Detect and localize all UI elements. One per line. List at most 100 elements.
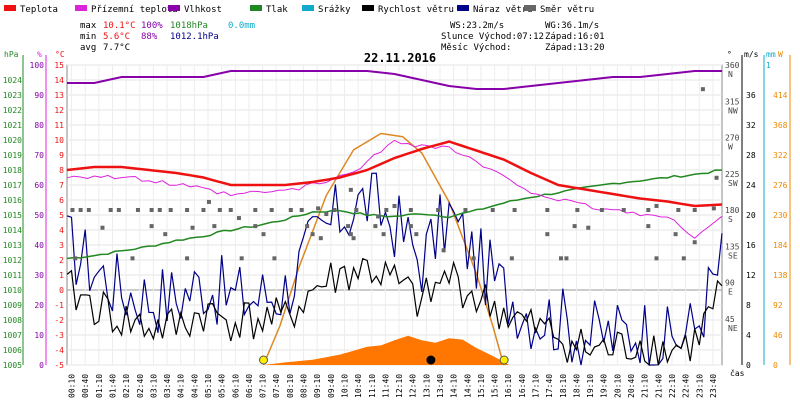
wind-direction-point xyxy=(692,208,697,212)
x-tick: 18:10 xyxy=(559,374,568,398)
wind-direction-point xyxy=(564,256,569,261)
wind-direction-point xyxy=(73,256,78,261)
x-tick-label: 01:40 xyxy=(108,374,117,398)
pct-tick-label: 100 xyxy=(30,61,45,70)
hpa-tick-label: 1006 xyxy=(3,346,22,355)
wind-direction-point xyxy=(316,206,321,211)
x-tick-label: 02:10 xyxy=(122,374,131,398)
x-tick-label: 08:10 xyxy=(286,374,295,398)
wind-direction-point xyxy=(586,225,591,230)
stat-sun-set: Západ:16:01 xyxy=(545,32,605,42)
wind-direction-point xyxy=(676,208,681,212)
axes: hPa% °C1005100610071008100910101011101210… xyxy=(3,50,791,370)
chart-title: 22.11.2016 xyxy=(364,51,436,65)
wind-direction-point xyxy=(318,236,323,241)
x-tick: 22:10 xyxy=(668,374,677,398)
ms-tick-label: 24 xyxy=(746,181,756,190)
wind-direction-point xyxy=(381,232,386,237)
x-tick-label: 17:40 xyxy=(545,374,554,398)
x-tick: 15:10 xyxy=(477,374,486,398)
w-tick-label: 0 xyxy=(773,361,778,370)
stat-ws: WS:23.2m/s xyxy=(450,21,504,31)
temp-tick-label: 7 xyxy=(59,181,64,190)
x-tick-label: 05:40 xyxy=(218,374,227,398)
wind-direction-point xyxy=(253,208,258,212)
x-tick-label: 16:10 xyxy=(504,374,513,398)
pct-axis-label: % xyxy=(37,50,42,59)
wind-direction-point xyxy=(714,175,719,180)
x-tick-label: 23:40 xyxy=(709,374,718,398)
wind-direction-point xyxy=(149,208,154,212)
temp-tick-label: 2 xyxy=(59,256,64,265)
w-tick-label: 276 xyxy=(773,181,788,190)
ms-tick-label: 32 xyxy=(746,121,756,130)
dir-cardinal-label: W xyxy=(728,143,733,152)
mm-axis-label: mm xyxy=(766,50,776,59)
wind-direction-point xyxy=(646,224,651,229)
hpa-tick-label: 1020 xyxy=(3,136,22,145)
legend-swatch xyxy=(4,5,16,11)
ms-tick-label: 0 xyxy=(746,361,751,370)
pct-tick-label: 30 xyxy=(34,271,44,280)
x-tick: 15:40 xyxy=(491,374,500,398)
hpa-tick-label: 1009 xyxy=(3,301,22,310)
wind-direction-point xyxy=(201,208,206,212)
x-tick-label: 04:10 xyxy=(177,374,186,398)
wind-direction-point xyxy=(373,224,378,229)
dir-axis-label: ° xyxy=(727,50,732,59)
ms-tick-label: 12 xyxy=(746,271,756,280)
x-tick-label: 09:40 xyxy=(327,374,336,398)
pct-tick-label: 0 xyxy=(39,361,44,370)
x-tick: 00:40 xyxy=(81,374,90,398)
x-tick-label: 17:10 xyxy=(532,374,541,398)
wind-direction-point xyxy=(654,256,659,261)
wind-direction-point xyxy=(157,208,162,212)
hpa-axis-label: hPa xyxy=(4,50,19,59)
wind-direction-point xyxy=(305,224,310,229)
x-tick: 07:10 xyxy=(259,374,268,398)
temp-tick-label: 8 xyxy=(59,166,64,175)
x-tick-label: 15:10 xyxy=(477,374,486,398)
wind-direction-point xyxy=(310,232,315,237)
wind-direction-point xyxy=(324,212,329,217)
wind-direction-point xyxy=(253,224,258,229)
wind-direction-point xyxy=(572,224,577,229)
hpa-tick-label: 1010 xyxy=(3,286,22,295)
temp-tick-label: 13 xyxy=(54,91,64,100)
stats-block: max 10.1°C 100% 1018hPa 0.0mm min 5.6°C … xyxy=(80,21,605,53)
x-tick: 02:40 xyxy=(136,374,145,398)
temperature-line xyxy=(66,140,723,208)
x-tick-label: 12:40 xyxy=(409,374,418,398)
temp-tick-label: -5 xyxy=(54,361,64,370)
x-tick-label: 18:40 xyxy=(572,374,581,398)
w-tick-label: 184 xyxy=(773,241,788,250)
x-tick: 13:40 xyxy=(436,374,445,398)
x-tick-label: 16:40 xyxy=(518,374,527,398)
w-tick-label: 138 xyxy=(773,271,788,280)
stat-max-temp: 10.1°C xyxy=(103,21,136,31)
pct-tick-label: 20 xyxy=(34,301,44,310)
legend-label: Přízemní teplota xyxy=(91,5,178,15)
pct-tick-label: 90 xyxy=(34,91,44,100)
wind-direction-point xyxy=(100,225,105,230)
temp-tick-label: 11 xyxy=(54,121,64,130)
dir-cardinal-label: SW xyxy=(728,179,738,188)
dir-tick-label: 45 xyxy=(725,315,735,324)
legend-swatch xyxy=(457,5,469,11)
wind-direction-point xyxy=(509,256,514,261)
wind-direction-point xyxy=(78,208,83,212)
x-tick-label: 07:40 xyxy=(272,374,281,398)
x-tick-label: 00:10 xyxy=(68,374,77,398)
wind-direction-point xyxy=(332,208,337,212)
hpa-tick-label: 1014 xyxy=(3,226,22,235)
x-tick: 09:40 xyxy=(327,374,336,398)
legend-label: Rychlost větru xyxy=(378,5,454,15)
wind-direction-point xyxy=(269,208,274,212)
wind-direction-point xyxy=(384,208,389,212)
wind-direction-point xyxy=(163,232,168,237)
dir-tick-label: 135 xyxy=(725,242,740,251)
x-tick: 06:10 xyxy=(231,374,240,398)
x-tick-label: 08:40 xyxy=(300,374,309,398)
x-tick: 13:10 xyxy=(422,374,431,398)
x-tick: 20:40 xyxy=(627,374,636,398)
